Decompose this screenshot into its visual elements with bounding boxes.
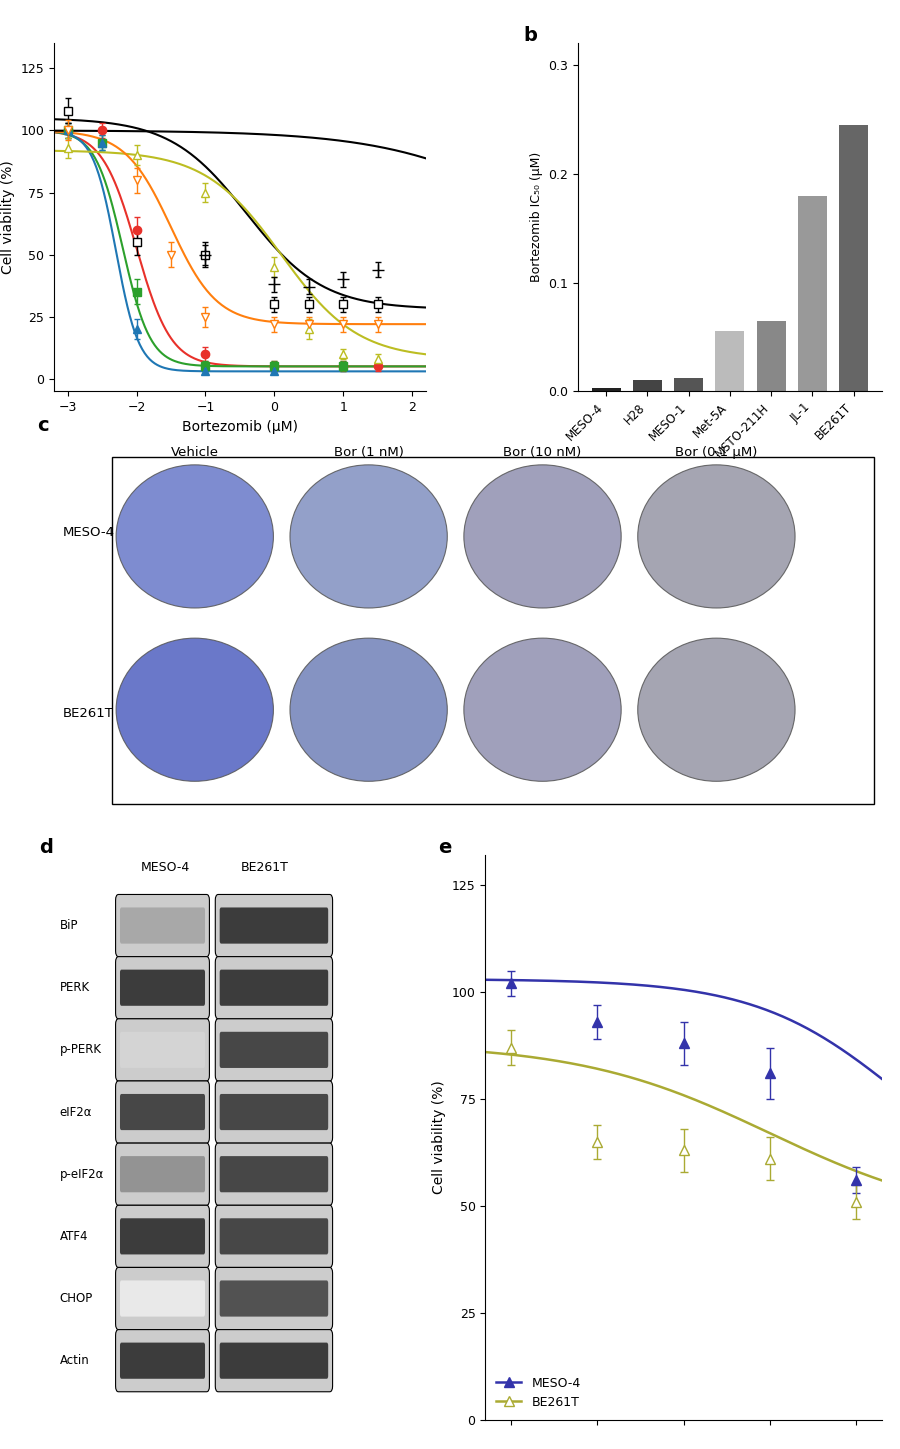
Text: eIF2α: eIF2α: [60, 1106, 93, 1119]
Text: Vehicle: Vehicle: [171, 446, 219, 459]
Text: Bor (1 nM): Bor (1 nM): [334, 446, 403, 459]
Ellipse shape: [464, 465, 621, 609]
Ellipse shape: [464, 638, 621, 781]
Legend: MESO-1, H28, MESO-4, Met-5A, BE261T, MSTO-211H, JL-1: MESO-1, H28, MESO-4, Met-5A, BE261T, MST…: [620, 43, 735, 188]
Text: Bor (0.1 μM): Bor (0.1 μM): [675, 446, 758, 459]
Text: d: d: [40, 838, 53, 856]
FancyBboxPatch shape: [120, 1219, 205, 1255]
FancyBboxPatch shape: [220, 969, 328, 1006]
Ellipse shape: [116, 638, 274, 781]
Bar: [674, 378, 703, 391]
Legend: MESO-4, BE261T: MESO-4, BE261T: [491, 1372, 586, 1414]
Bar: [591, 388, 621, 391]
Text: MESO-4: MESO-4: [140, 861, 190, 874]
FancyBboxPatch shape: [115, 956, 210, 1019]
FancyBboxPatch shape: [115, 1143, 210, 1206]
Ellipse shape: [116, 465, 274, 609]
Text: ATF4: ATF4: [60, 1230, 88, 1243]
FancyBboxPatch shape: [115, 894, 210, 956]
Bar: [798, 196, 827, 391]
FancyBboxPatch shape: [220, 1156, 328, 1193]
Ellipse shape: [290, 638, 447, 781]
Bar: [633, 380, 662, 391]
Text: BE261T: BE261T: [62, 707, 113, 720]
FancyBboxPatch shape: [115, 1206, 210, 1268]
FancyBboxPatch shape: [120, 1156, 205, 1193]
FancyBboxPatch shape: [215, 1019, 333, 1081]
Y-axis label: Cell viability (%): Cell viability (%): [432, 1081, 446, 1194]
Text: CHOP: CHOP: [60, 1293, 93, 1306]
Text: e: e: [437, 838, 451, 856]
FancyBboxPatch shape: [220, 1219, 328, 1255]
Text: PERK: PERK: [60, 981, 90, 994]
FancyBboxPatch shape: [120, 969, 205, 1006]
Text: c: c: [38, 416, 50, 435]
Y-axis label: Cell viability (%): Cell viability (%): [1, 161, 14, 274]
FancyBboxPatch shape: [215, 894, 333, 956]
FancyBboxPatch shape: [215, 1143, 333, 1206]
FancyBboxPatch shape: [115, 1268, 210, 1330]
FancyBboxPatch shape: [215, 1206, 333, 1268]
Text: b: b: [523, 26, 537, 45]
FancyBboxPatch shape: [115, 1330, 210, 1391]
FancyBboxPatch shape: [220, 1032, 328, 1068]
FancyBboxPatch shape: [215, 1268, 333, 1330]
Text: Actin: Actin: [60, 1355, 90, 1368]
Bar: [757, 320, 786, 391]
Ellipse shape: [638, 465, 795, 609]
Text: BiP: BiP: [60, 919, 78, 932]
FancyBboxPatch shape: [115, 1081, 210, 1143]
FancyBboxPatch shape: [220, 1281, 328, 1317]
FancyBboxPatch shape: [120, 1094, 205, 1130]
Text: MESO-4: MESO-4: [62, 526, 114, 539]
Text: p-eIF2α: p-eIF2α: [60, 1168, 104, 1181]
FancyBboxPatch shape: [120, 1343, 205, 1379]
FancyBboxPatch shape: [215, 956, 333, 1019]
X-axis label: Bortezomib (μM): Bortezomib (μM): [182, 420, 298, 433]
FancyBboxPatch shape: [120, 1281, 205, 1317]
Bar: [716, 332, 744, 391]
FancyBboxPatch shape: [120, 1032, 205, 1068]
FancyBboxPatch shape: [220, 907, 328, 943]
Ellipse shape: [638, 638, 795, 781]
Y-axis label: Bortezomib IC₅₀ (μM): Bortezomib IC₅₀ (μM): [529, 152, 543, 283]
FancyBboxPatch shape: [220, 1094, 328, 1130]
Bar: [840, 125, 868, 391]
Text: Bor (10 nM): Bor (10 nM): [503, 446, 581, 459]
FancyBboxPatch shape: [115, 1019, 210, 1081]
Text: p-PERK: p-PERK: [60, 1043, 102, 1056]
FancyBboxPatch shape: [215, 1330, 333, 1391]
FancyBboxPatch shape: [120, 907, 205, 943]
Text: BE261T: BE261T: [241, 861, 289, 874]
Ellipse shape: [290, 465, 447, 609]
FancyBboxPatch shape: [220, 1343, 328, 1379]
FancyBboxPatch shape: [215, 1081, 333, 1143]
